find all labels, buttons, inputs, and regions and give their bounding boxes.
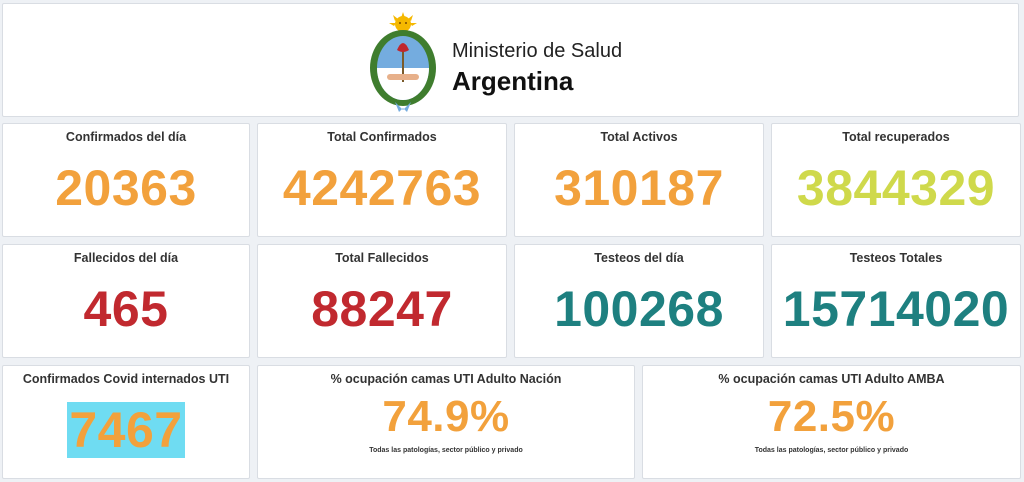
stat-card-total-activos: Total Activos 310187 bbox=[514, 123, 764, 237]
stat-value: 465 bbox=[83, 281, 169, 337]
stat-value: 100268 bbox=[554, 281, 724, 337]
stat-label: Testeos del día bbox=[594, 251, 684, 265]
stat-label: Total Fallecidos bbox=[335, 251, 429, 265]
stat-card-testeos-totales: Testeos Totales 15714020 bbox=[771, 244, 1021, 358]
stat-label: Testeos Totales bbox=[849, 251, 943, 265]
stat-value: 7467 bbox=[67, 402, 185, 458]
stat-value: 74.9% bbox=[382, 392, 510, 441]
stat-label: % ocupación camas UTI Adulto AMBA bbox=[718, 372, 945, 386]
country-name: Argentina bbox=[452, 66, 574, 96]
stat-card-testeos-dia: Testeos del día 100268 bbox=[514, 244, 764, 358]
stat-label: Total Activos bbox=[600, 130, 678, 144]
stat-label: Fallecidos del día bbox=[73, 251, 179, 265]
stat-card-total-fallecidos: Total Fallecidos 88247 bbox=[257, 244, 507, 358]
stat-label: Confirmados del día bbox=[65, 130, 187, 144]
stat-value: 72.5% bbox=[767, 392, 896, 441]
stat-card-total-confirmados: Total Confirmados 4242763 bbox=[257, 123, 507, 237]
stat-card-internados-uti: Confirmados Covid internados UTI 7467 bbox=[2, 365, 250, 479]
stat-footnote: Todas las patologías, sector público y p… bbox=[369, 447, 523, 454]
stat-label: % ocupación camas UTI Adulto Nación bbox=[330, 372, 562, 386]
stat-card-ocupacion-amba: % ocupación camas UTI Adulto AMBA 72.5% … bbox=[642, 365, 1021, 479]
stat-card-confirmados-dia: Confirmados del día 20363 bbox=[2, 123, 250, 237]
ministry-name: Ministerio de Salud bbox=[452, 40, 623, 62]
stat-footnote: Todas las patologías, sector público y p… bbox=[754, 447, 909, 454]
stat-card-ocupacion-nacion: % ocupación camas UTI Adulto Nación 74.9… bbox=[257, 365, 635, 479]
stat-value-container: 7467 bbox=[3, 400, 249, 460]
stat-value: 310187 bbox=[554, 160, 724, 216]
stat-value: 3844329 bbox=[796, 160, 996, 216]
stat-label: Confirmados Covid internados UTI bbox=[22, 372, 230, 386]
stat-label: Total Confirmados bbox=[327, 130, 437, 144]
stat-value: 15714020 bbox=[782, 281, 1010, 337]
stat-value: 88247 bbox=[311, 281, 453, 337]
header-banner: Ministerio de Salud Argentina bbox=[2, 3, 1019, 117]
stat-value: 20363 bbox=[55, 160, 197, 216]
argentina-coat-of-arms-icon bbox=[370, 12, 436, 112]
stat-card-total-recuperados: Total recuperados 3844329 bbox=[771, 123, 1021, 237]
stat-card-fallecidos-dia: Fallecidos del día 465 bbox=[2, 244, 250, 358]
stat-value: 4242763 bbox=[282, 160, 482, 216]
stat-label: Total recuperados bbox=[842, 130, 950, 144]
